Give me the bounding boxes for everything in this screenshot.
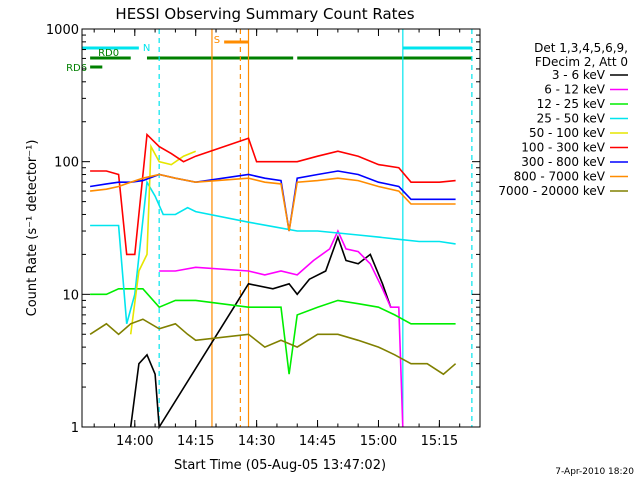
x-tick-label-14-30: 14:30 [238, 434, 275, 449]
x-tick-label-14-00: 14:00 [116, 434, 153, 449]
x-tick-label-15-15: 15:15 [421, 434, 458, 449]
y-tick-label-100: 100 [54, 156, 79, 171]
legend-label-6-12-kev: 6 - 12 keV [544, 83, 606, 97]
x-axis-ticks: 14:00 14:15 14:30 14:45 15:00 15:15 [93, 29, 461, 449]
series-line-800-7000-kev [90, 173, 456, 232]
legend: Det 1,3,4,5,6,9, FDecim 2, Att 0 3 - 6 k… [498, 41, 628, 198]
series-line-3-6-kev [129, 234, 392, 430]
legend-label-50-100-kev: 50 - 100 keV [529, 126, 606, 140]
legend-label-100-300-kev: 100 - 300 keV [521, 141, 605, 155]
plot-frame [81, 28, 481, 428]
flag-label-s: S [214, 35, 220, 46]
x-tick-label-15-00: 15:00 [360, 434, 397, 449]
legend-label-800-7000-kev: 800 - 7000 keV [514, 170, 606, 184]
flag-label-n: N [143, 43, 150, 54]
series-line-100-300-kev [90, 132, 456, 256]
series-lines [89, 132, 457, 430]
chart-title: HESSI Observing Summary Count Rates [115, 5, 414, 23]
y-tick-label-1: 1 [71, 421, 79, 436]
flag-label-rd6: RD6 [66, 63, 87, 74]
legend-label-300-800-kev: 300 - 800 keV [521, 155, 605, 169]
series-line-25-50-kev [90, 179, 456, 325]
legend-header-line-2: FDecim 2, Att 0 [535, 55, 628, 69]
y-tick-label-10: 10 [62, 288, 79, 303]
x-tick-label-14-15: 14:15 [177, 434, 214, 449]
y-axis-ticks: 1 10 100 1000 [46, 23, 480, 436]
x-axis-label: Start Time (05-Aug-05 13:47:02) [174, 458, 386, 473]
y-axis-label: Count Rate (s⁻¹ detector⁻¹) [25, 140, 40, 317]
legend-label-25-50-kev: 25 - 50 keV [537, 112, 606, 126]
flag-label-rd0: RD0 [98, 48, 119, 59]
legend-label-12-25-kev: 12 - 25 keV [537, 97, 606, 111]
series-line-50-100-kev [129, 143, 197, 335]
legend-label-7000-20000-kev: 7000 - 20000 keV [498, 184, 605, 198]
vertical-markers [158, 29, 473, 427]
series-line-7000-20000-kev [89, 318, 457, 376]
y-tick-label-1000: 1000 [46, 23, 79, 38]
legend-label-3-6-kev: 3 - 6 keV [552, 68, 606, 82]
legend-header-line-1: Det 1,3,4,5,6,9, [534, 41, 628, 55]
footer-timestamp: 7-Apr-2010 18:20 [555, 467, 634, 477]
x-tick-label-14-45: 14:45 [299, 434, 336, 449]
flag-bars: N S RD0 RD6 [66, 35, 472, 74]
series-line-6-12-kev [159, 229, 404, 428]
